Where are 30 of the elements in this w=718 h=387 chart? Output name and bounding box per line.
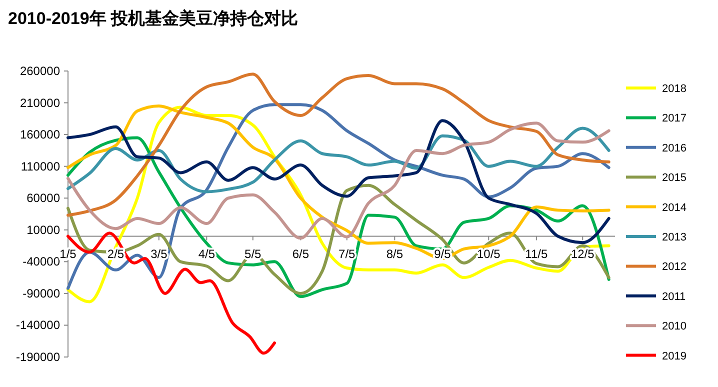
y-tick-label: -140000	[16, 318, 60, 332]
line-series	[66, 126, 610, 194]
x-tick-label: 6/5	[292, 247, 310, 262]
y-tick-label: 60000	[26, 191, 60, 206]
legend-label: 2018	[662, 83, 686, 95]
x-tick-label: 4/5	[198, 247, 216, 262]
legend-label: 2012	[662, 261, 686, 274]
legend-label: 2017	[662, 112, 686, 125]
legend-label: 2015	[662, 172, 686, 184]
x-tick-label: 1/5	[60, 247, 77, 262]
chart-title: 2010-2019年 投机基金美豆净持仓对比	[8, 9, 298, 28]
y-tick-label: 10000	[26, 222, 60, 237]
y-tick-label: 110000	[20, 159, 60, 174]
y-tick-label: 260000	[20, 64, 60, 78]
legend-label: 2011	[662, 290, 686, 303]
y-tick-label: -40000	[22, 254, 60, 269]
x-tick-label: 10/5	[476, 247, 501, 262]
x-tick-label: 7/5	[338, 247, 356, 262]
y-tick-label: 160000	[20, 128, 60, 142]
legend-label: 2014	[662, 202, 686, 214]
y-tick-label: 210000	[20, 96, 60, 110]
y-tick-label: -190000	[16, 350, 60, 364]
legend-label: 2019	[662, 350, 686, 362]
legend-label: 2013	[662, 232, 686, 244]
y-tick-label: -90000	[22, 286, 60, 300]
legend-label: 2010	[662, 320, 686, 333]
line-series	[66, 72, 610, 217]
x-tick-label: 8/5	[386, 247, 404, 262]
legend-label: 2016	[662, 142, 686, 154]
x-tick-label: 3/5	[150, 247, 168, 262]
